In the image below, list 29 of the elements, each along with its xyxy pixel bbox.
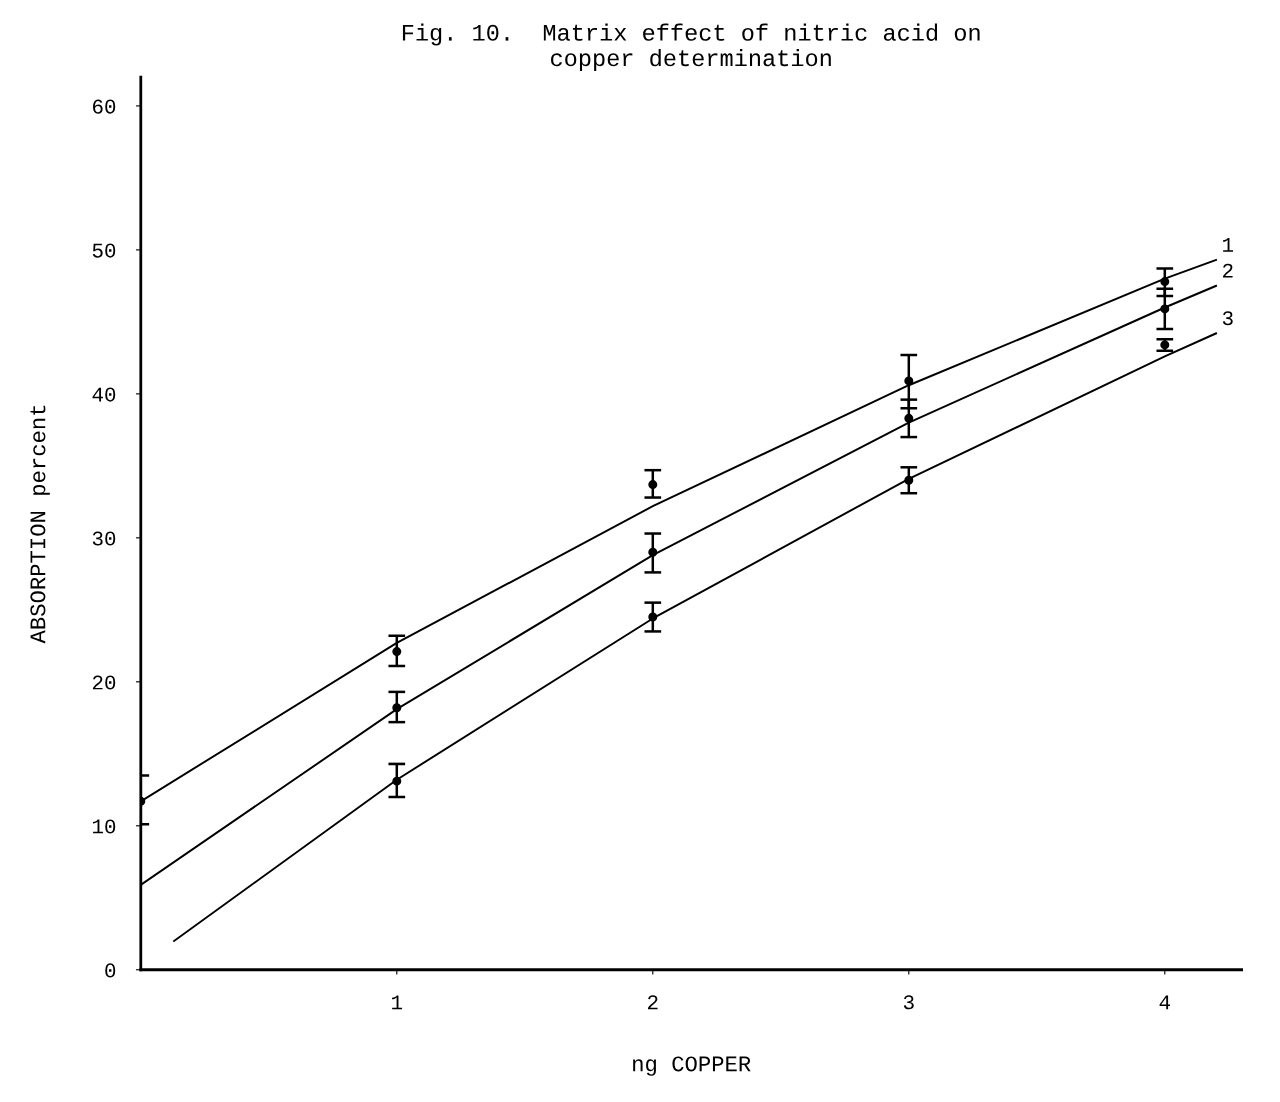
point	[392, 776, 402, 786]
point	[904, 376, 914, 386]
point	[648, 612, 658, 622]
series-label: 3	[1222, 311, 1233, 326]
line-series	[173, 332, 1217, 942]
x-tick-label: 2	[648, 995, 658, 1010]
y-tick-label: 0	[105, 963, 116, 978]
point	[648, 547, 658, 557]
y-tick-label: 50	[92, 243, 116, 258]
point	[1160, 304, 1170, 314]
x-tick-label: 4	[1159, 995, 1170, 1010]
chart-title: Fig. 10. Matrix effect of nitric acid on copper determination	[402, 23, 980, 71]
y-tick-label: 10	[93, 819, 116, 834]
y-axis-title: ABSORPTION percent	[30, 405, 50, 644]
series-label: 2	[1223, 263, 1233, 278]
series-label: 1	[1223, 237, 1234, 252]
x-tick-label: 1	[392, 995, 403, 1010]
y-tick-label: 20	[92, 675, 116, 690]
point	[904, 475, 914, 485]
y-tick-label: 40	[92, 387, 116, 402]
point	[1160, 277, 1170, 287]
point	[392, 647, 402, 657]
x-axis-title: ng COPPER	[633, 1056, 751, 1076]
x-tick-label: 3	[903, 995, 914, 1010]
point	[904, 413, 914, 423]
point	[392, 703, 402, 713]
y-tick-label: 60	[93, 99, 116, 114]
point	[648, 480, 658, 490]
y-tick-label: 30	[92, 531, 116, 546]
